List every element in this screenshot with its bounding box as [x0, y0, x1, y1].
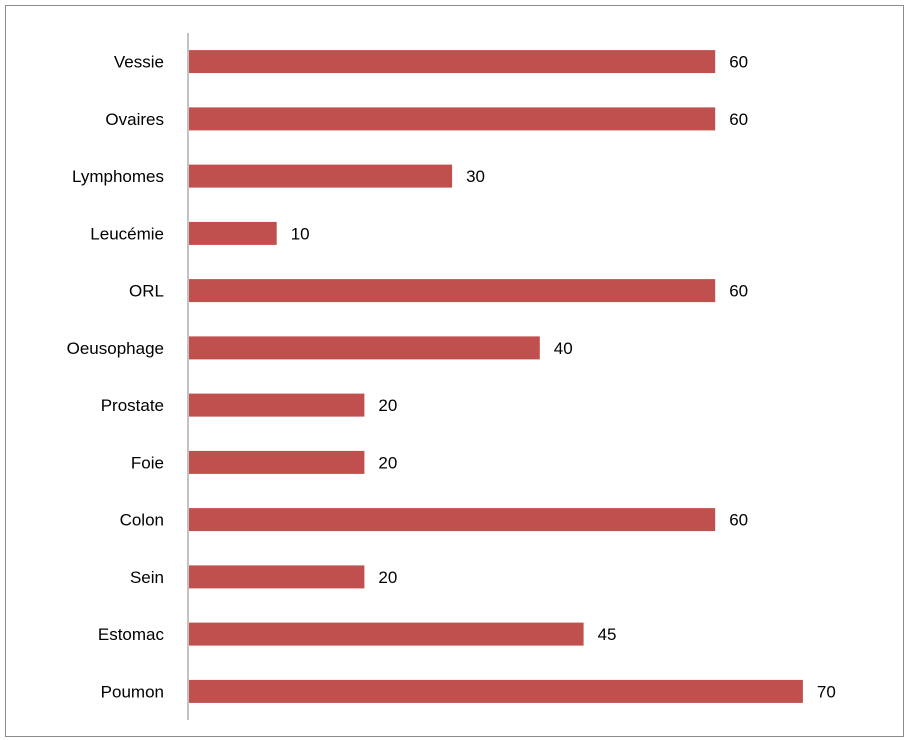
bar-10: [189, 622, 584, 646]
category-label: Ovaires: [105, 110, 164, 129]
bars-layer: [189, 50, 803, 703]
bar-1: [189, 107, 716, 131]
value-label: 20: [378, 568, 397, 587]
category-label: Oeusophage: [67, 339, 164, 358]
category-label: Sein: [130, 568, 164, 587]
bar-4: [189, 279, 716, 303]
bar-2: [189, 164, 453, 188]
bar-3: [189, 221, 277, 245]
category-label: Foie: [131, 453, 164, 472]
category-label: Lymphomes: [72, 167, 164, 186]
category-label: Colon: [120, 511, 164, 530]
category-label: ORL: [129, 282, 164, 301]
value-label: 60: [729, 282, 748, 301]
category-labels: Vessie Ovaires Lymphomes Leucémie ORL Oeusoph…: [67, 53, 165, 702]
category-label: Leucémie: [90, 224, 164, 243]
bar-0: [189, 50, 716, 74]
value-label: 20: [378, 453, 397, 472]
value-label: 40: [554, 339, 573, 358]
value-label: 30: [466, 167, 485, 186]
category-label: Vessie: [114, 53, 164, 72]
value-label: 45: [598, 625, 617, 644]
value-label: 70: [817, 682, 836, 701]
bar-11: [189, 679, 803, 703]
bar-5: [189, 336, 540, 360]
bar-9: [189, 565, 365, 589]
value-label: 60: [729, 110, 748, 129]
value-label: 20: [378, 396, 397, 415]
category-label: Poumon: [101, 682, 164, 701]
value-label: 10: [291, 224, 310, 243]
category-label: Estomac: [98, 625, 165, 644]
bar-6: [189, 393, 365, 417]
value-labels: 60 60 30 10 60 40 20 20 60 20 45 70: [291, 53, 836, 702]
category-label: Prostate: [101, 396, 164, 415]
value-label: 60: [729, 53, 748, 72]
value-label: 60: [729, 511, 748, 530]
bar-8: [189, 508, 716, 532]
bar-7: [189, 450, 365, 474]
